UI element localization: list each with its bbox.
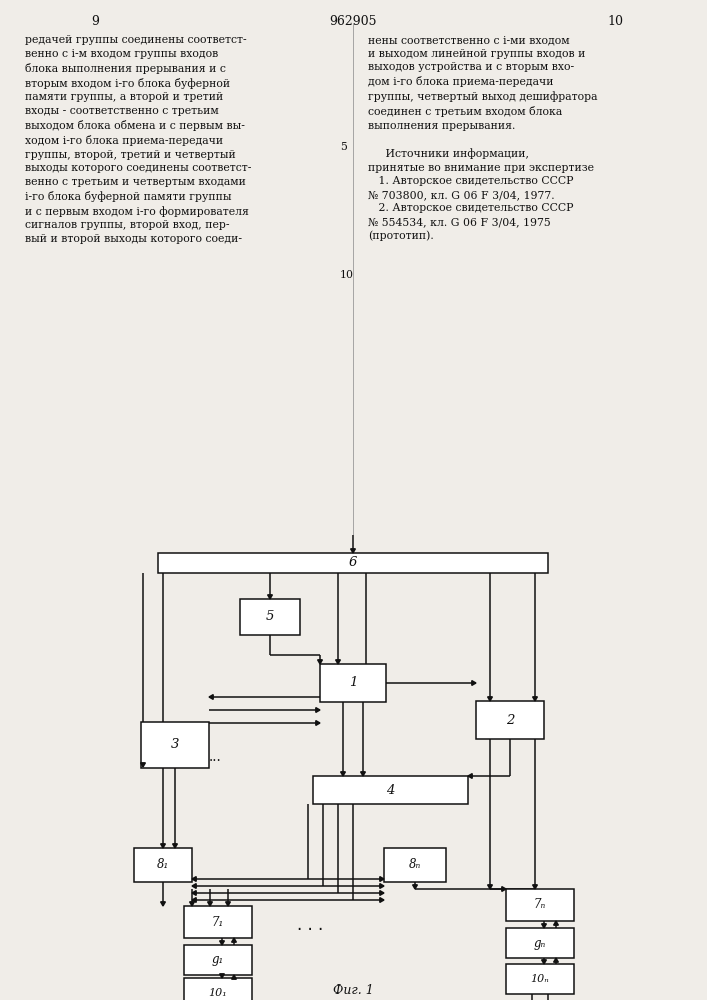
Polygon shape [361, 772, 366, 776]
Text: редачей группы соединены соответст-
венно с i-м входом группы входов
блока выпол: редачей группы соединены соответст- венн… [25, 35, 252, 244]
Polygon shape [208, 902, 212, 906]
Polygon shape [554, 921, 559, 925]
Polygon shape [554, 958, 559, 962]
Text: gₙ: gₙ [534, 936, 546, 950]
Polygon shape [472, 681, 476, 685]
Text: 8₁: 8₁ [157, 858, 169, 871]
Text: 10: 10 [340, 270, 354, 280]
Bar [312, 776, 467, 804]
Polygon shape [542, 960, 547, 964]
Bar [184, 945, 252, 975]
Bar [476, 701, 544, 739]
Polygon shape [160, 844, 165, 848]
Text: 10: 10 [607, 15, 623, 28]
Text: 7₁: 7₁ [212, 916, 224, 928]
Polygon shape [220, 974, 224, 978]
Bar [506, 928, 574, 958]
Text: 5: 5 [340, 142, 347, 152]
Text: 10₁: 10₁ [209, 988, 228, 998]
Bar [141, 722, 209, 768]
Text: 962905: 962905 [329, 15, 377, 28]
Polygon shape [532, 697, 537, 701]
Polygon shape [488, 885, 492, 889]
Polygon shape [502, 887, 506, 891]
Text: g₁: g₁ [212, 954, 224, 966]
Bar [158, 553, 548, 573]
Polygon shape [192, 877, 197, 881]
Text: Фиг. 1: Фиг. 1 [332, 984, 373, 996]
Polygon shape [380, 877, 384, 881]
Polygon shape [468, 774, 472, 778]
Polygon shape [351, 549, 356, 553]
Bar [506, 964, 574, 994]
Polygon shape [232, 975, 236, 979]
Bar [320, 664, 386, 702]
Polygon shape [380, 898, 384, 902]
Polygon shape [160, 902, 165, 906]
Polygon shape [380, 891, 384, 895]
Polygon shape [192, 891, 197, 895]
Bar [240, 599, 300, 635]
Bar [134, 848, 192, 882]
Bar [184, 978, 252, 1000]
Polygon shape [413, 885, 417, 889]
Polygon shape [341, 772, 346, 776]
Polygon shape [488, 697, 492, 701]
Polygon shape [226, 902, 230, 906]
Polygon shape [209, 695, 214, 699]
Polygon shape [189, 902, 194, 906]
Text: 1: 1 [349, 676, 357, 690]
Text: . . .: . . . [297, 916, 323, 934]
Polygon shape [141, 763, 146, 767]
Polygon shape [316, 708, 320, 712]
Bar [384, 848, 446, 882]
Polygon shape [173, 844, 177, 848]
Polygon shape [542, 924, 547, 928]
Polygon shape [192, 898, 197, 902]
Text: 6: 6 [349, 556, 357, 570]
Text: 2: 2 [506, 714, 514, 726]
Text: нены соответственно с i-ми входом
и выходом линейной группы входов и
выходов уст: нены соответственно с i-ми входом и выхо… [368, 35, 597, 241]
Text: 7ₙ: 7ₙ [534, 898, 546, 912]
Polygon shape [317, 660, 322, 664]
Text: ...: ... [209, 750, 222, 764]
Polygon shape [232, 938, 236, 942]
Polygon shape [268, 595, 272, 599]
Text: 3: 3 [171, 738, 179, 752]
Polygon shape [380, 884, 384, 888]
Text: 8ₙ: 8ₙ [409, 858, 421, 871]
Polygon shape [316, 721, 320, 725]
Text: 5: 5 [266, 610, 274, 624]
Text: 10ₙ: 10ₙ [531, 974, 549, 984]
Polygon shape [336, 660, 340, 664]
Bar [506, 889, 574, 921]
Text: 4: 4 [386, 784, 395, 796]
Text: 9: 9 [91, 15, 99, 28]
Polygon shape [220, 941, 224, 945]
Polygon shape [192, 884, 197, 888]
Polygon shape [532, 885, 537, 889]
Bar [184, 906, 252, 938]
